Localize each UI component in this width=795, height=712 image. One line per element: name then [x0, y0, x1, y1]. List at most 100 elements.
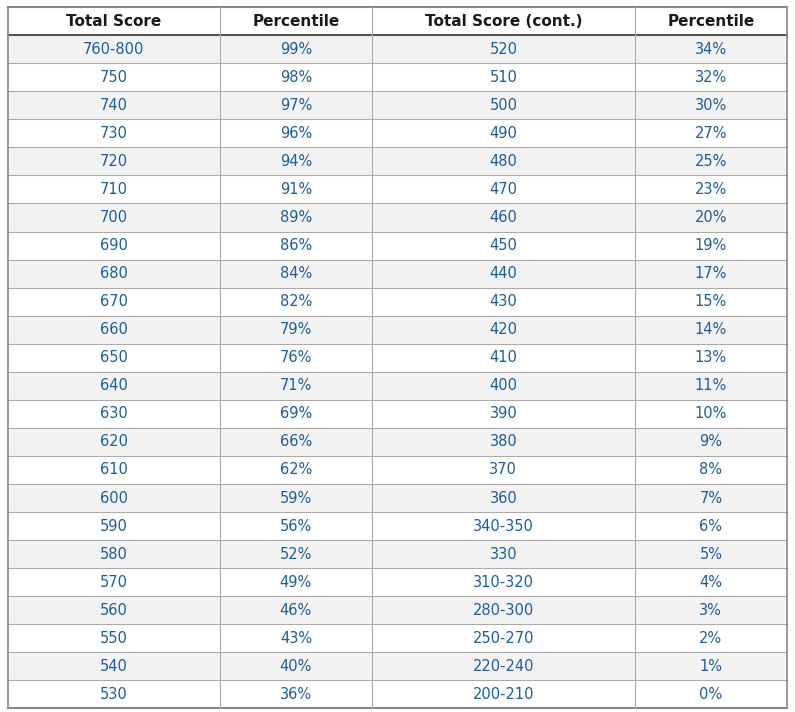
Text: 690: 690 — [100, 238, 128, 253]
Text: 84%: 84% — [280, 266, 312, 281]
Bar — [634, 120, 787, 147]
Bar — [219, 681, 372, 708]
Bar — [8, 344, 219, 372]
Text: 380: 380 — [490, 434, 518, 449]
Text: 34%: 34% — [695, 42, 727, 57]
Text: 2%: 2% — [700, 631, 723, 646]
Text: 530: 530 — [100, 687, 128, 702]
Text: 49%: 49% — [280, 575, 312, 590]
Bar — [8, 372, 219, 400]
Bar — [372, 175, 634, 204]
Text: 220-240: 220-240 — [472, 659, 534, 674]
Text: 740: 740 — [100, 98, 128, 112]
Bar — [219, 147, 372, 175]
Bar — [8, 147, 219, 175]
Bar — [219, 7, 372, 35]
Text: 6%: 6% — [700, 518, 723, 533]
Text: 450: 450 — [490, 238, 518, 253]
Bar — [219, 568, 372, 596]
Text: 96%: 96% — [280, 126, 312, 141]
Text: 98%: 98% — [280, 70, 312, 85]
Bar — [634, 456, 787, 484]
Bar — [219, 63, 372, 91]
Bar — [634, 91, 787, 120]
Bar — [634, 147, 787, 175]
Bar — [219, 484, 372, 512]
Bar — [219, 260, 372, 288]
Text: 480: 480 — [490, 154, 518, 169]
Text: 490: 490 — [490, 126, 518, 141]
Bar — [219, 288, 372, 315]
Bar — [8, 652, 219, 681]
Bar — [634, 484, 787, 512]
Text: 40%: 40% — [280, 659, 312, 674]
Bar — [8, 596, 219, 624]
Text: 600: 600 — [100, 491, 128, 506]
Bar — [8, 63, 219, 91]
Bar — [372, 344, 634, 372]
Text: 10%: 10% — [695, 407, 727, 422]
Bar — [219, 315, 372, 344]
Text: 550: 550 — [100, 631, 128, 646]
Text: 8%: 8% — [700, 463, 723, 478]
Bar — [372, 120, 634, 147]
Text: 340-350: 340-350 — [473, 518, 533, 533]
Text: 69%: 69% — [280, 407, 312, 422]
Bar — [8, 231, 219, 260]
Text: 750: 750 — [100, 70, 128, 85]
Text: 700: 700 — [99, 210, 128, 225]
Text: 460: 460 — [490, 210, 518, 225]
Text: 620: 620 — [100, 434, 128, 449]
Bar — [8, 204, 219, 231]
Text: 11%: 11% — [695, 378, 727, 393]
Text: Percentile: Percentile — [667, 14, 754, 28]
Bar — [634, 652, 787, 681]
Bar — [634, 624, 787, 652]
Text: 5%: 5% — [700, 547, 723, 562]
Text: Total Score (cont.): Total Score (cont.) — [425, 14, 582, 28]
Bar — [8, 315, 219, 344]
Bar — [372, 7, 634, 35]
Text: 19%: 19% — [695, 238, 727, 253]
Text: 99%: 99% — [280, 42, 312, 57]
Bar — [634, 204, 787, 231]
Bar — [8, 175, 219, 204]
Text: 86%: 86% — [280, 238, 312, 253]
Text: 36%: 36% — [280, 687, 312, 702]
Text: 1%: 1% — [700, 659, 723, 674]
Bar — [372, 624, 634, 652]
Bar — [634, 63, 787, 91]
Text: 430: 430 — [490, 294, 518, 309]
Text: 15%: 15% — [695, 294, 727, 309]
Bar — [219, 596, 372, 624]
Text: 440: 440 — [490, 266, 518, 281]
Bar — [8, 7, 219, 35]
Text: 590: 590 — [100, 518, 128, 533]
Bar — [372, 315, 634, 344]
Bar — [219, 372, 372, 400]
Text: 7%: 7% — [700, 491, 723, 506]
Text: 680: 680 — [100, 266, 128, 281]
Text: 82%: 82% — [280, 294, 312, 309]
Bar — [372, 456, 634, 484]
Bar — [372, 63, 634, 91]
Text: 630: 630 — [100, 407, 128, 422]
Text: 56%: 56% — [280, 518, 312, 533]
Bar — [634, 681, 787, 708]
Bar — [219, 91, 372, 120]
Text: 610: 610 — [100, 463, 128, 478]
Text: 66%: 66% — [280, 434, 312, 449]
Bar — [8, 624, 219, 652]
Bar — [634, 428, 787, 456]
Bar — [634, 231, 787, 260]
Bar — [372, 260, 634, 288]
Text: 250-270: 250-270 — [472, 631, 534, 646]
Text: 560: 560 — [100, 603, 128, 618]
Bar — [219, 456, 372, 484]
Bar — [8, 260, 219, 288]
Text: 730: 730 — [100, 126, 128, 141]
Bar — [219, 204, 372, 231]
Text: 20%: 20% — [695, 210, 727, 225]
Text: Percentile: Percentile — [252, 14, 339, 28]
Bar — [8, 35, 219, 63]
